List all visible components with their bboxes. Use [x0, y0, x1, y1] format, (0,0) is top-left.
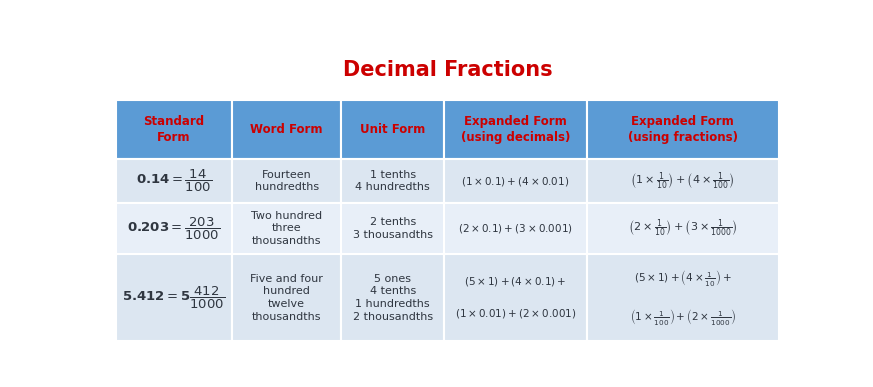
Text: Standard
Form: Standard Form	[143, 115, 204, 144]
Bar	[444, 159, 587, 203]
Bar	[587, 203, 779, 254]
Bar	[116, 254, 232, 341]
Bar	[116, 203, 232, 254]
Bar	[341, 159, 444, 203]
Bar	[444, 203, 587, 254]
Bar	[587, 254, 779, 341]
Text: $(5\times1)+(4\times0.1)+$: $(5\times1)+(4\times0.1)+$	[464, 276, 567, 288]
Bar	[116, 159, 232, 203]
Text: 5 ones
4 tenths
1 hundredths
2 thousandths: 5 ones 4 tenths 1 hundredths 2 thousandt…	[353, 274, 433, 322]
Text: Expanded Form
(using decimals): Expanded Form (using decimals)	[461, 115, 570, 144]
Text: $\mathbf{5.412} = \mathbf{5}\dfrac{412}{1000}$: $\mathbf{5.412} = \mathbf{5}\dfrac{412}{…	[122, 285, 225, 311]
Text: Two hundred
three
thousandths: Two hundred three thousandths	[251, 211, 322, 246]
Text: $(1\times0.01)+(2\times0.001)$: $(1\times0.01)+(2\times0.001)$	[455, 307, 576, 320]
Text: $(1\times0.1)+(4\times0.01)$: $(1\times0.1)+(4\times0.01)$	[461, 175, 569, 188]
Bar	[232, 159, 341, 203]
Text: $\mathbf{0.203} = \dfrac{203}{1000}$: $\mathbf{0.203} = \dfrac{203}{1000}$	[127, 216, 221, 241]
Text: $\left(1\times\frac{1}{10}\right)+\left(4\times\frac{1}{100}\right)$: $\left(1\times\frac{1}{10}\right)+\left(…	[630, 171, 735, 192]
Bar	[587, 100, 779, 159]
Text: Word Form: Word Form	[251, 123, 323, 136]
Text: Five and four
hundred
twelve
thousandths: Five and four hundred twelve thousandths	[251, 274, 323, 322]
Text: $(2\times0.1)+(3\times0.001)$: $(2\times0.1)+(3\times0.001)$	[458, 222, 573, 235]
Text: Fourteen
hundredths: Fourteen hundredths	[255, 170, 319, 192]
Text: Expanded Form
(using fractions): Expanded Form (using fractions)	[628, 115, 738, 144]
Bar	[341, 254, 444, 341]
Text: Unit Form: Unit Form	[360, 123, 425, 136]
Text: 2 tenths
3 thousandths: 2 tenths 3 thousandths	[353, 217, 433, 240]
Bar	[341, 100, 444, 159]
Bar	[444, 100, 587, 159]
Text: $\left(1\times\frac{1}{100}\right)+\left(2\times\frac{1}{1000}\right)$: $\left(1\times\frac{1}{100}\right)+\left…	[629, 307, 736, 327]
Bar	[232, 254, 341, 341]
Bar	[116, 100, 232, 159]
Bar	[587, 159, 779, 203]
Text: Decimal Fractions: Decimal Fractions	[342, 60, 553, 80]
Text: $(5\times1)+\left(4\times\frac{1}{10}\right)+$: $(5\times1)+\left(4\times\frac{1}{10}\ri…	[634, 269, 732, 288]
Bar	[232, 203, 341, 254]
Text: 1 tenths
4 hundredths: 1 tenths 4 hundredths	[355, 170, 430, 192]
Bar	[444, 254, 587, 341]
Bar	[341, 203, 444, 254]
Text: $\mathbf{0.14} = \dfrac{14}{100}$: $\mathbf{0.14} = \dfrac{14}{100}$	[136, 168, 212, 194]
Bar	[232, 100, 341, 159]
Text: $\left(2\times\frac{1}{10}\right)+\left(3\times\frac{1}{1000}\right)$: $\left(2\times\frac{1}{10}\right)+\left(…	[628, 218, 738, 239]
